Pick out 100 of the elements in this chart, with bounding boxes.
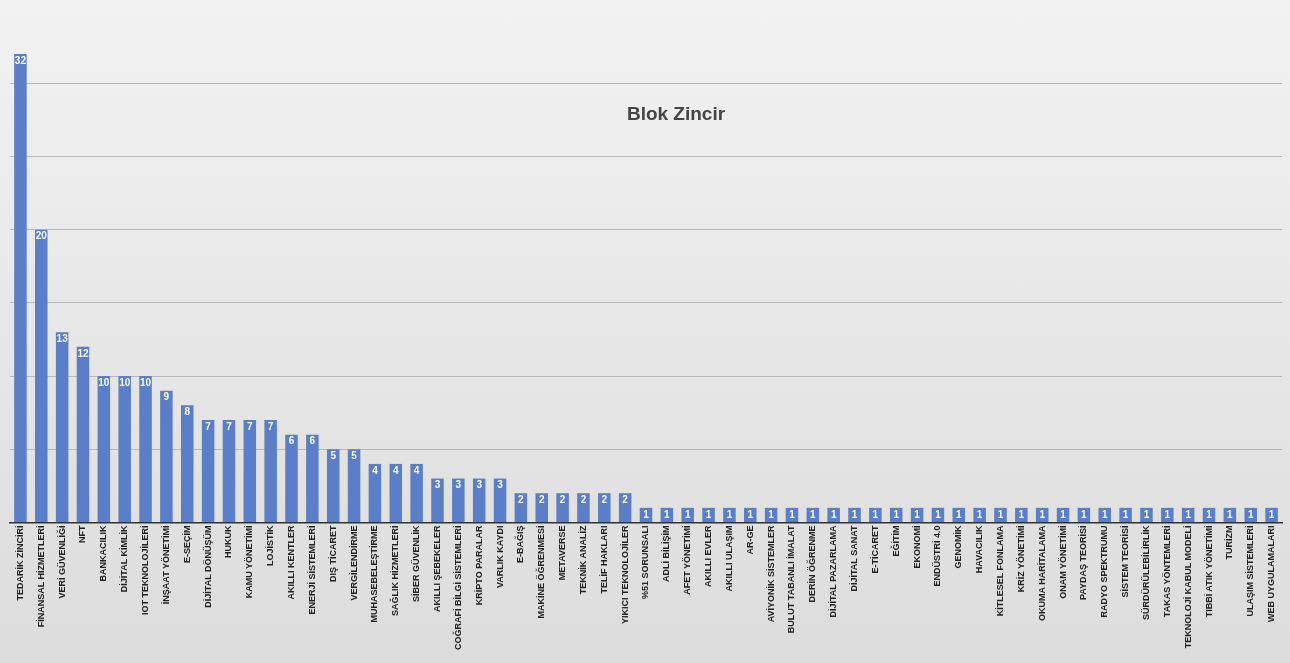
data-label: 3 [455, 479, 462, 491]
x-tick-label: IOT TEKNOLOJİLERİ [140, 525, 151, 616]
bar [431, 478, 444, 522]
data-label: 12 [77, 347, 89, 359]
bar [535, 493, 548, 522]
x-tick-label: ULAŞIM SİSTEMLERİ [1245, 525, 1256, 617]
x-tick-label: DERİN ÖĞRENME [806, 525, 818, 603]
data-label: 10 [139, 376, 152, 388]
data-label: 1 [1143, 508, 1150, 520]
data-label: 2 [601, 493, 608, 505]
x-tick-label: HAVACILIK [974, 525, 985, 574]
x-tick-label: KRİZ YÖNETİMİ [1015, 525, 1026, 593]
bar [306, 434, 319, 522]
data-label: 1 [1081, 508, 1088, 520]
data-label: 1 [1122, 508, 1129, 520]
x-tick-label: NFT [77, 525, 88, 543]
x-tick-label: FİNANSAL HİZMETLERİ [35, 525, 46, 628]
x-tick-label: AVİYONİK SİSTEMLER [765, 525, 776, 623]
x-tick-label: OKUMA HARİTALAMA [1036, 525, 1047, 621]
data-label: 1 [768, 508, 775, 520]
x-tick-label: EKONOMİ [911, 525, 922, 569]
data-label: 1 [1018, 508, 1025, 520]
data-label: 1 [1060, 508, 1067, 520]
data-label: 1 [956, 508, 963, 520]
data-label: 1 [810, 508, 817, 520]
data-label: 1 [976, 508, 983, 520]
data-label: 3 [434, 479, 441, 491]
data-label: 2 [518, 493, 525, 505]
data-label: 4 [413, 464, 420, 476]
data-label: 1 [830, 508, 837, 520]
data-label: 2 [580, 493, 587, 505]
x-tick-label: BULUT TABANLI İMALAT [786, 525, 797, 634]
bar [410, 463, 423, 522]
data-label: 2 [538, 493, 545, 505]
bar [243, 420, 257, 522]
x-tick-label: E-SEÇİM [181, 525, 192, 564]
data-label: 1 [997, 508, 1004, 520]
x-tick-label: BANKACILIK [98, 525, 109, 582]
bar [160, 390, 173, 522]
data-label: 1 [914, 508, 921, 520]
bar [326, 449, 340, 522]
data-label: 6 [309, 435, 316, 447]
data-label: 1 [851, 508, 858, 520]
data-label: 8 [184, 406, 191, 418]
bar [14, 53, 27, 522]
data-label: 1 [705, 508, 712, 520]
x-tick-label: VARLIK KAYDI [494, 525, 505, 589]
data-label: 1 [1206, 508, 1213, 520]
x-tick-label: COĞRAFİ BİLGİ SİSTEMLERİ [451, 525, 463, 651]
bar [389, 463, 403, 522]
data-label: 7 [205, 420, 212, 432]
data-label: 1 [1247, 508, 1254, 520]
x-tick-label: VERGİLENDİRME [348, 525, 359, 601]
data-label: 1 [643, 508, 650, 520]
x-tick-label: DİJİTAL DÖNÜŞÜM [202, 525, 213, 608]
x-tick-label: METAVERSE [557, 525, 568, 581]
data-label: 4 [392, 464, 399, 476]
bar [118, 376, 131, 522]
x-tick-label: TEKNİK ANALİZ [577, 525, 588, 595]
bar [264, 420, 277, 522]
x-tick-label: SAĞLIK HİZMETLERİ [389, 525, 401, 616]
x-tick-label: DİJİTAL SANAT [849, 525, 860, 592]
data-label: 32 [14, 54, 27, 66]
x-tick-label: MUHASEBELEŞTİRME [369, 525, 380, 623]
x-tick-label: TEKNOLOJİ KABUL MODELİ [1182, 525, 1193, 649]
data-label: 1 [789, 508, 796, 520]
x-tick-label: E-TİCARET [869, 525, 880, 574]
x-tick-label: ENERJİ SİSTEMLERİ [306, 525, 317, 615]
x-tick-label: TIBBİ ATIK YÖNETİMİ [1203, 525, 1214, 618]
x-tick-label: DIŞ TİCARET [327, 525, 338, 583]
bar [97, 376, 111, 522]
x-tick-label: TAKAS YÖNTEMLERİ [1161, 525, 1172, 618]
x-tick-label: İNŞAAT YÖNETİMİ [160, 525, 171, 605]
bar [35, 229, 48, 522]
data-label: 1 [684, 508, 691, 520]
x-tick-label: WEB UYGULAMALARI [1266, 525, 1277, 622]
text: Blok Zincir [626, 103, 726, 125]
bar [55, 332, 69, 522]
bar [285, 434, 298, 522]
data-label: 1 [1227, 508, 1234, 520]
x-tick-label: TEDARİK ZİNCİRİ [14, 525, 25, 601]
x-tick-label: GENOMİK [953, 525, 964, 569]
data-label: 4 [372, 464, 379, 476]
bar [347, 449, 361, 522]
x-tick-label: SÜRDÜRÜLEBİLİRLİK [1140, 525, 1151, 620]
data-label: 1 [1268, 508, 1275, 520]
data-label: 1 [1101, 508, 1108, 520]
data-label: 6 [288, 435, 295, 447]
data-label: 1 [1185, 508, 1192, 520]
x-tick-label: DİJİTAL KİMLİK [119, 525, 130, 593]
x-tick-label: HUKUK [223, 525, 234, 558]
x-tick-label: KİTLESEL FONLAMA [994, 525, 1005, 617]
data-label: 1 [747, 508, 754, 520]
data-label: 7 [226, 420, 233, 432]
x-tick-label: KRİPTO PARALAR [473, 525, 484, 606]
data-label: 10 [98, 376, 110, 388]
x-tick-label: ENDÜSTRİ 4.0 [932, 525, 943, 587]
x-tick-label: ADLİ BİLİŞİM [661, 525, 672, 582]
data-label: 7 [247, 420, 254, 432]
data-label: 1 [935, 508, 942, 520]
